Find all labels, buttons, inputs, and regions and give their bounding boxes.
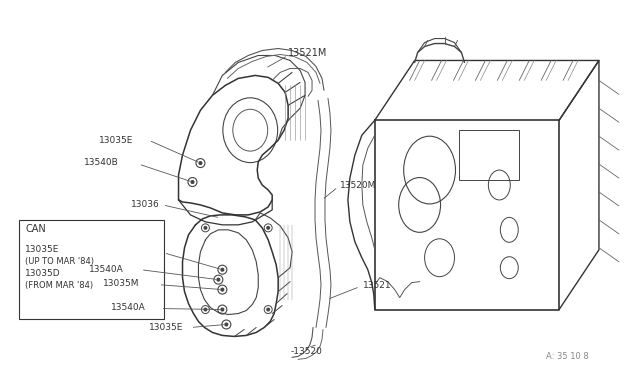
Text: 13521: 13521 xyxy=(363,281,392,290)
Circle shape xyxy=(217,278,220,281)
Text: A: 35 10 8: A: 35 10 8 xyxy=(547,352,589,361)
Text: 13540A: 13540A xyxy=(89,265,124,274)
Text: 13035D: 13035D xyxy=(25,269,61,278)
Text: 13035E: 13035E xyxy=(148,323,183,332)
Circle shape xyxy=(225,323,228,326)
Text: 13521M: 13521M xyxy=(288,48,328,58)
Text: -13520: -13520 xyxy=(290,347,322,356)
Circle shape xyxy=(204,308,207,311)
Text: 13035M: 13035M xyxy=(103,279,140,288)
Text: 13035E: 13035E xyxy=(99,136,133,145)
Text: 13520M: 13520M xyxy=(340,180,376,189)
Circle shape xyxy=(199,161,202,164)
Circle shape xyxy=(204,226,207,229)
Text: (UP TO MAR '84): (UP TO MAR '84) xyxy=(25,257,94,266)
Text: 13035E: 13035E xyxy=(25,245,60,254)
Circle shape xyxy=(267,226,269,229)
Text: CAN: CAN xyxy=(25,224,46,234)
Text: 13036: 13036 xyxy=(131,201,159,209)
Circle shape xyxy=(221,288,224,291)
Circle shape xyxy=(221,308,224,311)
Text: 13540A: 13540A xyxy=(111,303,145,312)
Text: (FROM MAR '84): (FROM MAR '84) xyxy=(25,280,93,290)
Circle shape xyxy=(191,180,194,183)
Circle shape xyxy=(221,268,224,271)
Bar xyxy=(19,220,164,320)
Text: 13540B: 13540B xyxy=(84,158,118,167)
Bar xyxy=(460,130,519,180)
Circle shape xyxy=(267,308,269,311)
